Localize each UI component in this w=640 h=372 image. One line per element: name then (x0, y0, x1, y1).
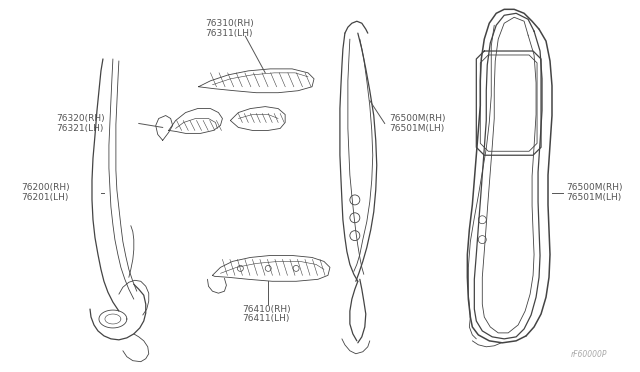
Text: 76501M(LH): 76501M(LH) (566, 193, 621, 202)
Text: 76200(RH): 76200(RH) (21, 183, 70, 192)
Text: 76501M(LH): 76501M(LH) (390, 124, 445, 133)
Text: 76500M(RH): 76500M(RH) (566, 183, 623, 192)
Text: rF60000P: rF60000P (570, 350, 607, 359)
Text: 76320(RH): 76320(RH) (56, 114, 105, 123)
Text: 76500M(RH): 76500M(RH) (390, 114, 446, 123)
Text: 76410(RH): 76410(RH) (243, 305, 291, 314)
Text: 76201(LH): 76201(LH) (21, 193, 68, 202)
Text: 76310(RH): 76310(RH) (205, 19, 254, 28)
Text: 76311(LH): 76311(LH) (205, 29, 253, 38)
Text: 76411(LH): 76411(LH) (243, 314, 290, 324)
Text: 76321(LH): 76321(LH) (56, 124, 104, 133)
